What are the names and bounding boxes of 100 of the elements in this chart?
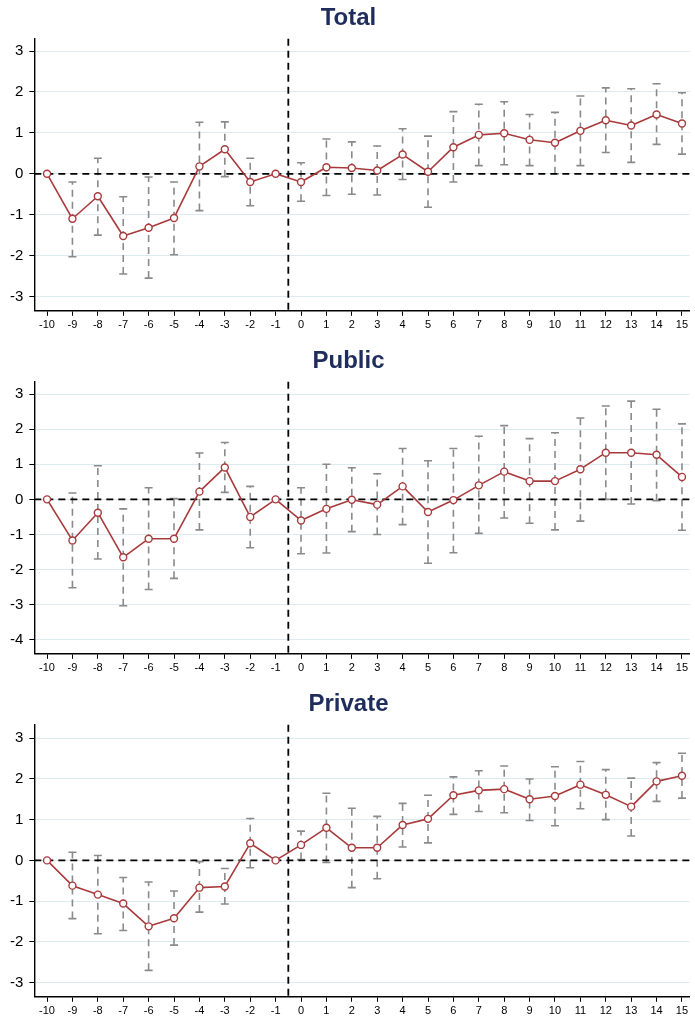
x-tick-label: 14 [650,661,663,674]
x-tick-label: 15 [675,318,689,331]
point [500,784,509,794]
point [601,116,610,125]
x-tick-label: -10 [39,661,55,674]
x-tick-label: 12 [599,661,612,674]
x-tick-label: -10 [39,1004,55,1017]
point [144,223,153,232]
x-tick-label: 5 [424,661,432,674]
point [322,504,331,514]
x-tick-label: 11 [574,661,587,674]
y-tick-label: 2 [14,419,24,437]
x-tick-label: -9 [67,1004,78,1017]
point [550,791,560,801]
point [423,507,433,517]
x-tick-label: 0 [297,1004,305,1017]
point [347,495,357,504]
point [652,777,661,786]
point [271,495,280,504]
y-tick-label: -2 [9,245,24,263]
point [601,790,610,800]
point [474,786,483,795]
x-tick-label: 7 [475,318,482,331]
x-tick-label: 10 [548,318,562,331]
x-tick-label: -5 [169,1004,179,1017]
x-tick-label: -8 [92,318,103,331]
point [68,536,77,545]
x-tick-label: -7 [118,318,129,331]
y-tick-label: -3 [9,286,24,304]
y-tick-label: 1 [14,454,24,472]
point [626,802,636,811]
point [271,856,280,865]
point [42,856,52,865]
x-tick-label: -10 [39,318,55,331]
point [626,448,636,457]
x-tick-label: 10 [548,661,562,674]
x-tick-label: 15 [675,661,689,674]
y-tick-label: 0 [14,163,24,181]
point [474,481,483,490]
point [296,516,306,525]
x-tick-label: -2 [245,318,256,331]
x-tick-label: -5 [169,318,179,331]
y-tick-label: -3 [9,594,24,612]
point [169,213,179,223]
x-tick-label: -7 [118,661,129,674]
y-tick-label: 2 [14,769,24,787]
x-tick-label: 2 [348,318,355,331]
point [449,791,458,800]
x-tick-label: 7 [475,1004,482,1017]
chart-title: Private [308,689,389,717]
x-tick-label: -8 [92,1004,103,1017]
point [68,214,77,223]
x-tick-label: 13 [625,661,638,674]
x-tick-label: 9 [526,318,533,331]
x-tick-label: -8 [92,661,103,674]
point [246,177,255,187]
point [322,163,331,172]
point [42,169,52,178]
chart-title: Public [312,346,385,374]
point [500,129,509,138]
x-tick-label: 1 [323,661,330,674]
point [119,231,128,241]
x-tick-label: 6 [450,661,457,674]
x-tick-label: -7 [118,1004,129,1017]
point [449,495,458,505]
point [347,163,357,173]
x-tick-label: 3 [374,661,381,674]
point [677,472,687,482]
y-tick-label: -2 [9,559,24,577]
x-tick-label: -4 [194,318,205,331]
y-tick-label: 1 [14,123,24,141]
y-tick-label: -1 [9,891,24,909]
x-tick-label: 2 [348,661,355,674]
point [398,482,407,491]
x-tick-label: 7 [475,661,482,674]
point [550,476,560,486]
point [93,890,103,899]
x-tick-label: 10 [548,1004,562,1017]
point [423,167,433,176]
point [119,553,128,562]
x-tick-label: -9 [67,661,78,674]
point [576,780,585,789]
x-tick-label: -6 [143,318,154,331]
point [322,823,331,833]
x-tick-label: 14 [650,1004,663,1017]
point [169,914,179,923]
point [652,110,661,119]
x-tick-label: 15 [675,1004,689,1017]
x-tick-label: -9 [67,318,78,331]
point [271,169,280,178]
x-tick-label: -2 [245,661,256,674]
x-tick-label: 6 [450,1004,457,1017]
point [68,881,77,890]
x-tick-label: 5 [424,318,432,331]
x-tick-label: 2 [348,1004,355,1017]
x-tick-label: 14 [650,318,663,331]
x-tick-label: 9 [526,1004,533,1017]
point [220,145,230,154]
x-tick-label: 11 [574,1004,587,1017]
point [601,448,610,457]
